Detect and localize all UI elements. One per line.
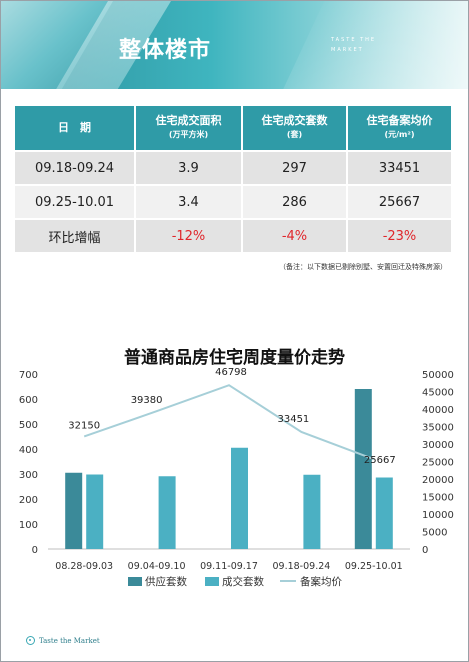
price-data-label: 46798 (215, 367, 247, 378)
table-cell: 3.9 (134, 150, 243, 186)
table-cell: 286 (241, 184, 348, 220)
table-note: （备注：以下数据已剔除别墅、安置回迁及特殊房源） (279, 263, 447, 271)
table-cell: 环比增幅 (13, 218, 136, 254)
change-cell: -23% (346, 218, 453, 254)
left-axis-tick-label: 200 (19, 495, 38, 506)
legend-label-deal: 成交套数 (222, 575, 264, 588)
right-axis-tick-label: 35000 (422, 423, 454, 434)
column-header: 住宅成交套数 (套) (241, 104, 348, 152)
price-volume-chart: 0 100 200 300 400 500 600 700 0 5000 10000 15000 200… (19, 367, 454, 588)
table-cell: 3.4 (134, 184, 243, 220)
x-axis-tick-label: 09.18-09.24 (272, 561, 330, 572)
legend-swatch-deal (205, 577, 219, 586)
column-header: 日 期 (13, 104, 136, 152)
deal-bar (303, 474, 321, 549)
legend-label-price: 备案均价 (300, 575, 342, 588)
deal-bar (231, 447, 248, 549)
table-cell: 33451 (346, 150, 453, 186)
price-line (83, 384, 375, 461)
brand-logo-icon (26, 636, 35, 645)
right-axis-tick-label: 0 (422, 545, 428, 556)
footer-text: Taste the Market (39, 636, 100, 645)
x-axis-tick-label: 09.04-09.10 (128, 561, 186, 572)
deal-bar (375, 477, 393, 549)
section-title: 整体楼市 (119, 38, 212, 63)
price-data-label: 39380 (131, 395, 163, 406)
weekly-data-table: 日 期 住宅成交面积 (万平方米) 住宅成交套数 (套) 住宅备案均价 (元/m²) … (13, 104, 453, 254)
right-axis-tick-label: 50000 (422, 370, 454, 381)
left-axis-tick-label: 300 (19, 470, 38, 481)
left-axis-tick-label: 500 (19, 420, 38, 431)
legend-swatch-supply (128, 577, 142, 586)
left-axis-tick-label: 100 (19, 520, 38, 531)
price-data-label: 33451 (277, 414, 309, 425)
right-axis-tick-label: 40000 (422, 405, 454, 416)
supply-bar (65, 472, 83, 549)
left-axis-tick-label: 600 (19, 395, 38, 406)
table-cell: 09.25-10.01 (13, 184, 136, 220)
table-row: 09.25-10.01 3.4 286 25667 (13, 184, 453, 220)
x-axis-tick-label: 08.28-09.03 (55, 561, 113, 572)
table-cell: 297 (241, 150, 348, 186)
table-cell: 25667 (346, 184, 453, 220)
right-axis-tick-label: 25000 (422, 458, 454, 469)
footer-brand: Taste the Market (26, 636, 100, 645)
price-data-label: 25667 (364, 455, 396, 466)
header-banner: 整体楼市 TASTE THE MARKET (1, 1, 468, 89)
table-row: 09.18-09.24 3.9 297 33451 (13, 150, 453, 186)
column-header: 住宅成交面积 (万平方米) (134, 104, 243, 152)
left-axis-tick-label: 700 (19, 370, 38, 381)
deal-bar (86, 474, 104, 549)
x-axis-tick-label: 09.25-10.01 (345, 561, 403, 572)
legend-label-supply: 供应套数 (145, 575, 187, 588)
right-axis-tick-label: 30000 (422, 440, 454, 451)
column-header: 住宅备案均价 (元/m²) (346, 104, 453, 152)
supply-bar (354, 389, 372, 549)
left-axis-tick-label: 400 (19, 445, 38, 456)
chart-title: 普通商品房住宅周度量价走势 (124, 348, 345, 368)
x-axis-tick-label: 09.11-09.17 (200, 561, 258, 572)
deal-bar (158, 476, 176, 549)
price-data-label: 32150 (68, 420, 100, 431)
right-axis-tick-label: 15000 (422, 493, 454, 504)
table-cell: 09.18-09.24 (13, 150, 136, 186)
right-axis-tick-label: 20000 (422, 475, 454, 486)
banner-tagline: TASTE THE MARKET (331, 37, 377, 53)
table-row: 环比增幅 -12% -4% -23% (13, 218, 453, 254)
change-cell: -4% (241, 218, 348, 254)
right-axis-tick-label: 10000 (422, 510, 454, 521)
right-axis-tick-label: 45000 (422, 388, 454, 399)
left-axis-tick-label: 0 (32, 545, 38, 556)
table-header-row: 日 期 住宅成交面积 (万平方米) 住宅成交套数 (套) 住宅备案均价 (元/m²) (13, 104, 453, 152)
change-cell: -12% (134, 218, 243, 254)
right-axis-tick-label: 5000 (422, 528, 447, 539)
